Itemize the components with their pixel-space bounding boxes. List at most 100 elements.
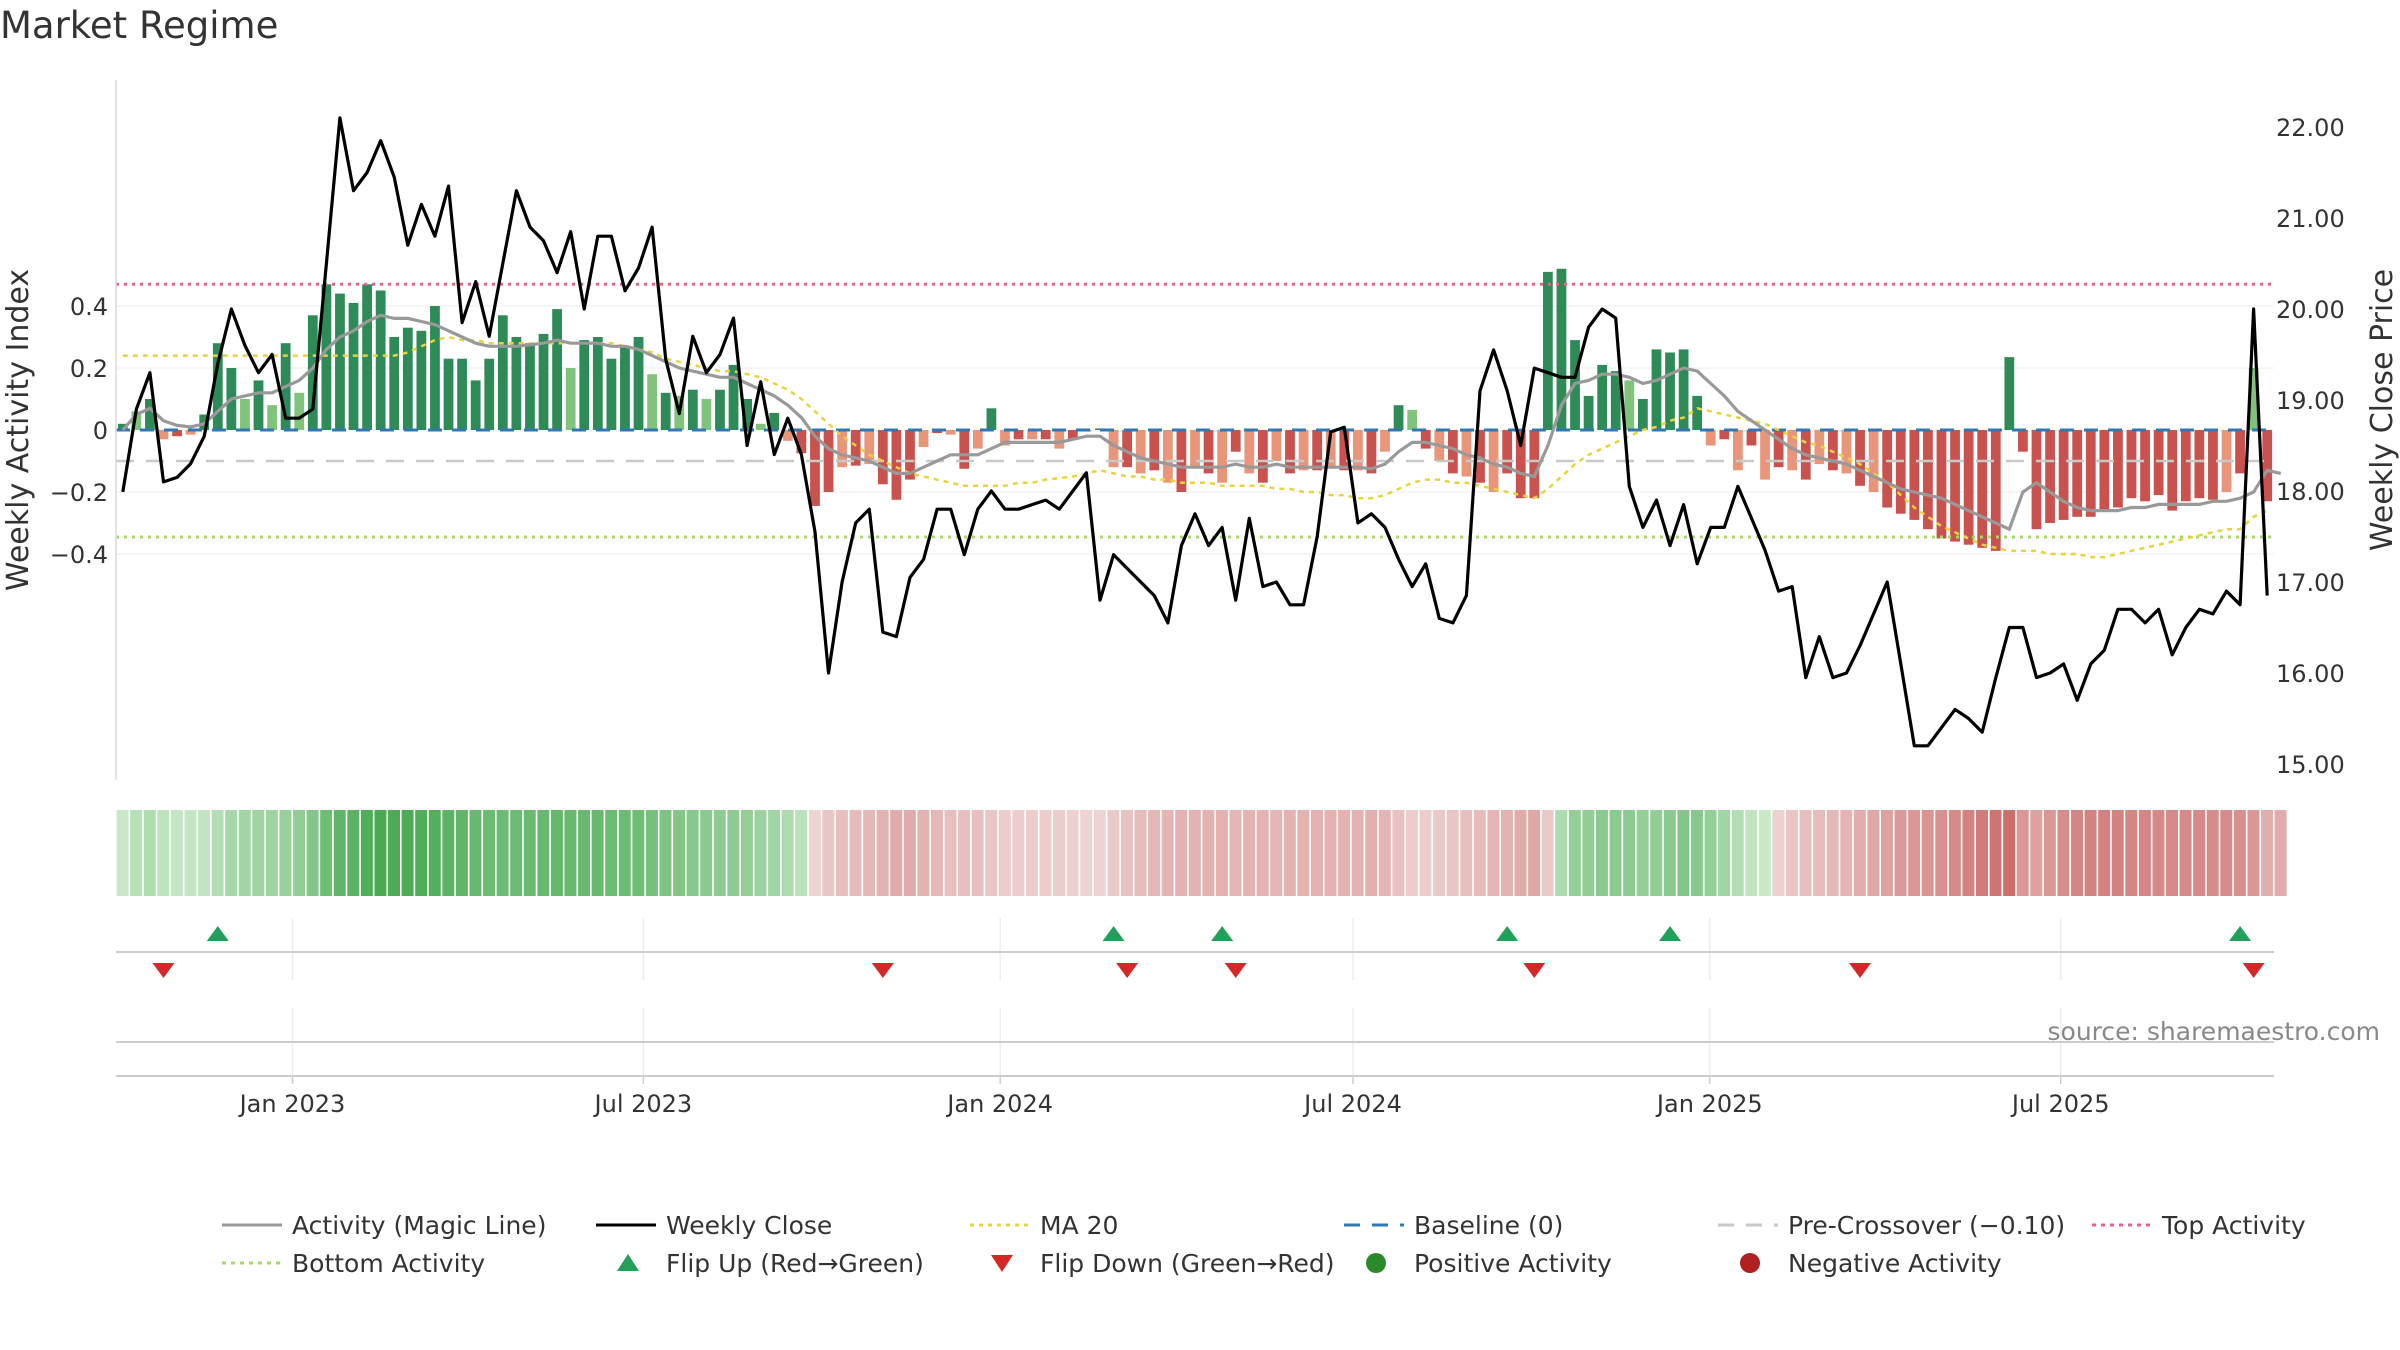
regime-cell [428,810,441,896]
regime-cell [483,810,496,896]
activity-bar [606,358,617,430]
regime-cell [754,810,767,896]
legend-swatch [991,1255,1013,1272]
regime-cell [1881,810,1893,896]
activity-bar [579,340,590,430]
activity-bar [1909,430,1920,520]
activity-bar [117,423,128,430]
regime-cell [1175,810,1188,896]
regime-cell [293,810,306,896]
regime-strip [116,810,2287,896]
regime-cell [1202,810,1215,896]
activity-bar [1855,430,1865,486]
activity-bar [1678,349,1689,430]
regime-cell [1867,810,1880,896]
activity-bar [1352,430,1363,471]
right-tick-label: 20.00 [2276,296,2345,324]
activity-bar [2248,368,2259,430]
regime-cell [198,810,211,896]
activity-bar [525,343,535,430]
regime-cell [1188,810,1201,896]
regime-cell [2152,810,2165,896]
regime-cell [401,810,414,896]
regime-cell [1351,810,1364,896]
activity-bar [1325,430,1336,468]
activity-bar [1814,430,1825,465]
legend-item: Negative Activity [1740,1249,2002,1278]
activity-bar [2072,430,2083,517]
activity-bar [1244,430,1255,474]
activity-bar [1393,405,1404,430]
regime-cell [659,810,672,896]
activity-bar [1624,380,1635,430]
regime-cell [455,810,468,896]
left-tick-label: 0.4 [70,293,108,321]
regime-cell [1310,810,1323,896]
legend-item: MA 20 [970,1211,1118,1240]
regime-cell [2193,810,2206,896]
regime-cell [1663,810,1676,896]
regime-cell [1229,810,1242,896]
activity-bar [782,430,793,441]
regime-cell [985,810,998,896]
regime-cell [1405,810,1418,896]
activity-bar [1135,430,1146,474]
activity-bar [796,430,807,454]
regime-cell [917,810,930,896]
legend-item: Top Activity [2092,1211,2306,1240]
chart-title: Market Regime [0,4,279,47]
activity-bar [918,430,929,448]
activity-bar [864,430,875,465]
regime-cell [1460,810,1473,896]
regime-cell [1107,810,1120,896]
regime-cell [1704,810,1717,896]
regime-cell [1093,810,1106,896]
activity-bar [755,423,766,430]
regime-cell [795,810,808,896]
regime-cell [1840,810,1853,896]
regime-cell [1446,810,1459,896]
regime-cell [673,810,686,896]
legend-label: Negative Activity [1788,1249,2002,1278]
regime-cell [1500,810,1513,896]
activity-bar [2153,430,2164,496]
regime-cell [1677,810,1690,896]
source-label: source: sharemaestro.com [2048,1017,2381,1046]
regime-cell [1066,810,1079,896]
legend-label: Bottom Activity [292,1249,485,1278]
activity-bar [1556,268,1567,430]
regime-cell [564,810,577,896]
regime-cell [1256,810,1269,896]
activity-bar [1651,349,1662,430]
activity-bar [185,430,196,435]
regime-cell [1365,810,1378,896]
regime-cell [1161,810,1174,896]
regime-cell [523,810,536,896]
regime-cell [1419,810,1432,896]
regime-cell [1039,810,1052,896]
regime-cell [157,810,170,896]
regime-cell [360,810,373,896]
legend-item: Baseline (0) [1344,1211,1563,1240]
activity-bar [416,330,427,430]
activity-bar [1257,430,1268,483]
activity-bar [837,430,848,468]
regime-cell [578,810,591,896]
regime-cell [1338,810,1351,896]
regime-cell [2166,810,2178,896]
regime-cell [496,810,509,896]
activity-bar [1502,430,1513,474]
activity-bar [212,343,223,430]
activity-bar [402,327,413,430]
regime-cell [1853,810,1866,896]
activity-bar [145,399,155,430]
regime-cell [1120,810,1133,896]
regime-cell [863,810,876,896]
regime-cell [1392,810,1405,896]
activity-bar [1027,430,1038,440]
activity-bar [1665,352,1675,430]
regime-cell [645,810,658,896]
regime-cell [170,810,183,896]
regime-cell [700,810,713,896]
